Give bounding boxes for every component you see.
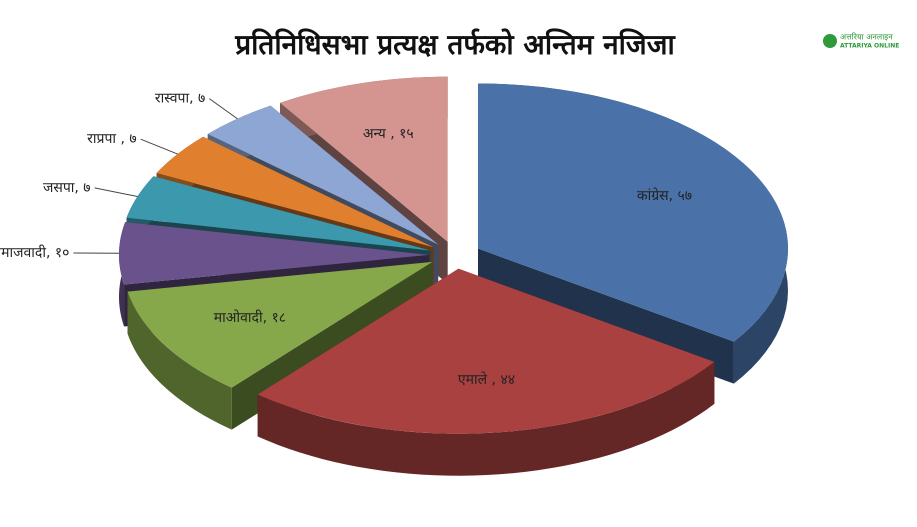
chart-title: प्रतिनिधिसभा प्रत्यक्ष तर्फको अन्तिम नजि…	[234, 28, 676, 61]
data-label: कांग्रेस, ५७	[637, 187, 692, 204]
slice-side	[127, 291, 232, 430]
pie-slice	[127, 261, 433, 388]
leader-line	[208, 98, 238, 120]
logo-subtitle: ATTARIYA ONLINE	[840, 43, 899, 50]
pie-slice	[477, 83, 788, 342]
leader-line	[94, 187, 138, 197]
data-label: एमाले , ४४	[458, 371, 515, 388]
pie-slice	[126, 176, 431, 251]
logo-name: अत्तरिया अनलाइन	[840, 32, 893, 42]
logo: अत्तरिया अनलाइन ATTARIYA ONLINE	[823, 32, 899, 50]
slice-side	[257, 361, 715, 476]
pie-slice	[156, 136, 434, 248]
logo-icon	[823, 34, 837, 48]
slice	[257, 268, 715, 476]
data-label: समाजवादी, १०	[0, 244, 69, 261]
pie-slice	[119, 222, 430, 285]
pie-slice	[257, 268, 715, 434]
data-label: रास्वपा, ७	[155, 91, 205, 107]
data-label: राप्रपा , ७	[87, 131, 137, 147]
pie-slice	[207, 105, 439, 245]
data-label: जसपा, ७	[43, 180, 91, 196]
data-label: अन्य , १५	[363, 126, 414, 142]
data-label: माओवादी, १८	[214, 309, 286, 326]
pie-slice	[280, 76, 448, 242]
leader-line	[140, 138, 178, 155]
